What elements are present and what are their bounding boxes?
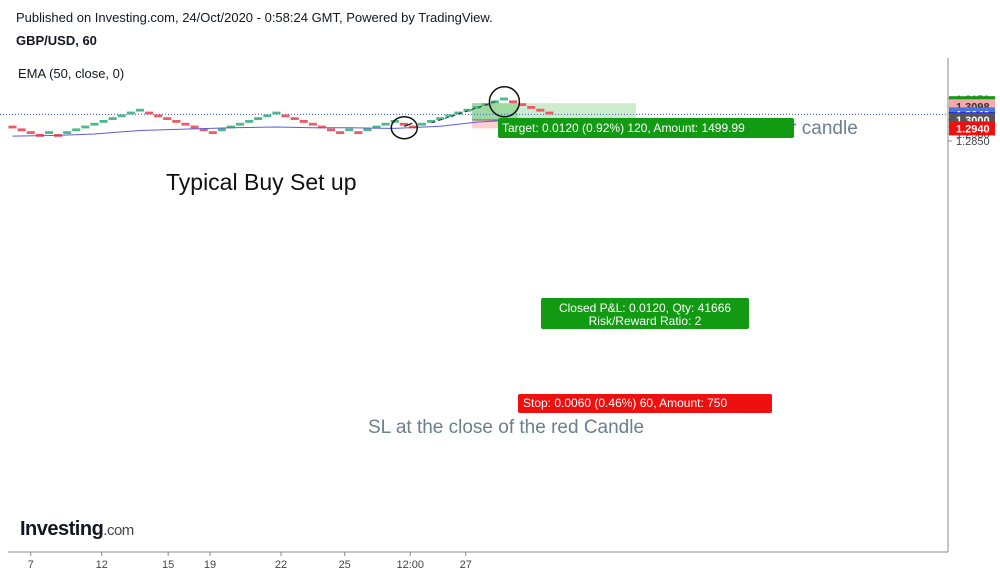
- brick-up: [436, 117, 445, 120]
- brick-up: [63, 131, 72, 134]
- brick-down: [536, 108, 545, 112]
- stop-label-box: [518, 394, 772, 413]
- brick-up: [90, 122, 99, 126]
- time-tick-label: 12: [96, 559, 108, 571]
- brick-down: [399, 122, 408, 126]
- sl-arrow: [404, 122, 413, 127]
- target-label-text: Target: 0.0120 (0.92%) 120, Amount: 1499…: [502, 121, 745, 135]
- brick-up: [345, 128, 354, 132]
- annotations: Typical Buy Set up SL at the close of the…: [166, 86, 858, 438]
- sl-annotation: SL at the close of the red Candle: [368, 417, 644, 438]
- brick-up: [390, 120, 399, 123]
- brick-up: [44, 131, 53, 134]
- brick-up: [217, 128, 226, 132]
- brick-up: [72, 128, 81, 132]
- pnl-label-line2: Risk/Reward Ratio: 2: [589, 314, 702, 328]
- brick-up: [445, 114, 454, 118]
- brick-up: [245, 120, 254, 123]
- brick-up: [226, 125, 235, 129]
- brick-down: [527, 106, 536, 109]
- brick-down: [208, 131, 217, 134]
- logo-suffix: .com: [103, 522, 134, 539]
- brick-down: [509, 100, 518, 104]
- brick-up: [472, 106, 481, 109]
- target-zone-filled: [472, 103, 518, 120]
- investing-logo: Investing.com: [20, 518, 134, 541]
- pnl-label-box: [541, 298, 749, 329]
- brick-up: [135, 108, 144, 112]
- price-marker-label: 1.2940: [956, 123, 990, 135]
- brick-up: [236, 122, 245, 126]
- time-tick-label: 15: [162, 559, 174, 571]
- target-label-box: [498, 118, 794, 138]
- price-tick-label: 1.2850: [956, 136, 990, 148]
- brick-down: [17, 128, 26, 132]
- brick-up: [117, 114, 126, 118]
- time-tick-label: 22: [275, 559, 287, 571]
- sl-circle: [390, 115, 419, 140]
- brick-down: [199, 128, 208, 132]
- time-tick-label: 12:00: [396, 559, 424, 571]
- renko-bricks: [8, 97, 554, 137]
- brick-down: [408, 125, 417, 129]
- brick-down: [181, 122, 190, 126]
- brick-down: [299, 120, 308, 123]
- price-axis: 1.28501.29001.29501.30001.30501.31001.31…: [947, 58, 995, 552]
- ema-50-line: [12, 118, 550, 137]
- brick-down: [145, 111, 154, 115]
- brick-up: [272, 111, 281, 115]
- brick-down: [8, 125, 17, 129]
- brick-down: [308, 122, 317, 126]
- symbol-title: GBP/USD, 60: [16, 33, 97, 48]
- brick-up: [81, 125, 90, 129]
- published-caption: Published on Investing.com, 24/Oct/2020 …: [16, 10, 493, 25]
- logo-main: Investing: [20, 518, 104, 540]
- brick-down: [336, 131, 345, 134]
- brick-up: [427, 120, 436, 123]
- brick-down: [190, 125, 199, 129]
- brick-down: [327, 128, 336, 132]
- brick-up: [381, 122, 390, 126]
- price-marker-box: [949, 121, 995, 136]
- brick-down: [545, 111, 554, 115]
- brick-up: [363, 128, 372, 132]
- brick-up: [108, 117, 117, 120]
- indicator-legend: EMA (50, close, 0): [18, 66, 125, 81]
- time-tick-label: 27: [460, 559, 472, 571]
- brick-up: [454, 111, 463, 115]
- ema-line: [12, 118, 550, 137]
- brick-down: [290, 117, 299, 120]
- brick-up: [499, 97, 508, 101]
- brick-up: [126, 111, 135, 115]
- time-tick-label: 25: [339, 559, 351, 571]
- brick-down: [163, 117, 172, 120]
- stop-label-text: Stop: 0.0060 (0.46%) 60, Amount: 750: [523, 396, 727, 410]
- brick-down: [26, 131, 35, 134]
- brick-down: [518, 103, 527, 106]
- brick-down: [354, 131, 363, 134]
- time-axis: 7 12 15 19 22 25 12:00 27: [8, 551, 948, 571]
- brick-down: [317, 125, 326, 129]
- brick-up: [99, 120, 108, 123]
- time-tick-label: 7: [28, 559, 34, 571]
- brick-up: [254, 117, 263, 120]
- time-tick-label: 19: [204, 559, 216, 571]
- opposite-candle-circle: [488, 86, 521, 118]
- pnl-label-line1: Closed P&L: 0.0120, Qty: 41666: [559, 301, 731, 315]
- title-annotation: Typical Buy Set up: [166, 169, 357, 195]
- brick-up: [372, 125, 381, 129]
- brick-down: [281, 114, 290, 118]
- brick-up: [418, 122, 427, 126]
- brick-down: [154, 114, 163, 118]
- brick-up: [263, 114, 272, 118]
- brick-down: [172, 120, 181, 123]
- brick-up: [463, 108, 472, 112]
